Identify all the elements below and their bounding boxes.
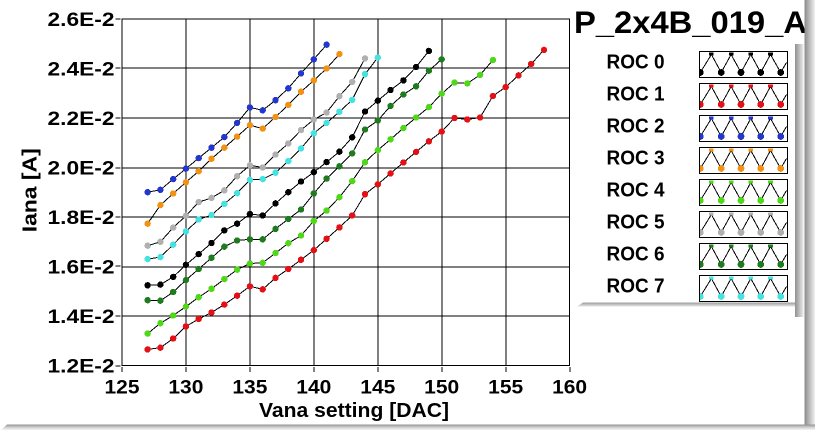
svg-text:1.8E-2: 1.8E-2 [48, 208, 115, 229]
svg-text:P_2x4B_019_A: P_2x4B_019_A [574, 4, 807, 40]
svg-text:ROC 4: ROC 4 [607, 180, 666, 202]
svg-text:ROC 0: ROC 0 [607, 52, 665, 74]
svg-text:ROC 1: ROC 1 [607, 84, 665, 106]
svg-text:155: 155 [488, 378, 523, 399]
svg-text:ROC 2: ROC 2 [607, 116, 665, 138]
svg-text:1.6E-2: 1.6E-2 [48, 258, 115, 279]
svg-text:150: 150 [424, 378, 459, 399]
svg-text:ROC 3: ROC 3 [607, 148, 665, 170]
svg-text:2.4E-2: 2.4E-2 [48, 60, 115, 81]
svg-text:125: 125 [105, 378, 140, 399]
svg-text:ROC 5: ROC 5 [607, 212, 665, 234]
svg-text:2.0E-2: 2.0E-2 [48, 159, 115, 180]
svg-text:Vana setting [DAC]: Vana setting [DAC] [259, 400, 449, 422]
svg-text:1.2E-2: 1.2E-2 [48, 357, 115, 378]
svg-text:145: 145 [360, 378, 395, 399]
svg-text:2.6E-2: 2.6E-2 [48, 10, 115, 31]
svg-text:135: 135 [232, 378, 267, 399]
svg-text:130: 130 [168, 378, 203, 399]
svg-text:1.4E-2: 1.4E-2 [48, 307, 115, 328]
svg-text:Iana [A]: Iana [A] [20, 148, 42, 232]
svg-text:ROC 6: ROC 6 [607, 244, 665, 266]
svg-text:ROC 7: ROC 7 [607, 276, 665, 298]
svg-text:160: 160 [552, 378, 587, 399]
svg-text:2.2E-2: 2.2E-2 [48, 109, 115, 130]
svg-text:140: 140 [296, 378, 331, 399]
